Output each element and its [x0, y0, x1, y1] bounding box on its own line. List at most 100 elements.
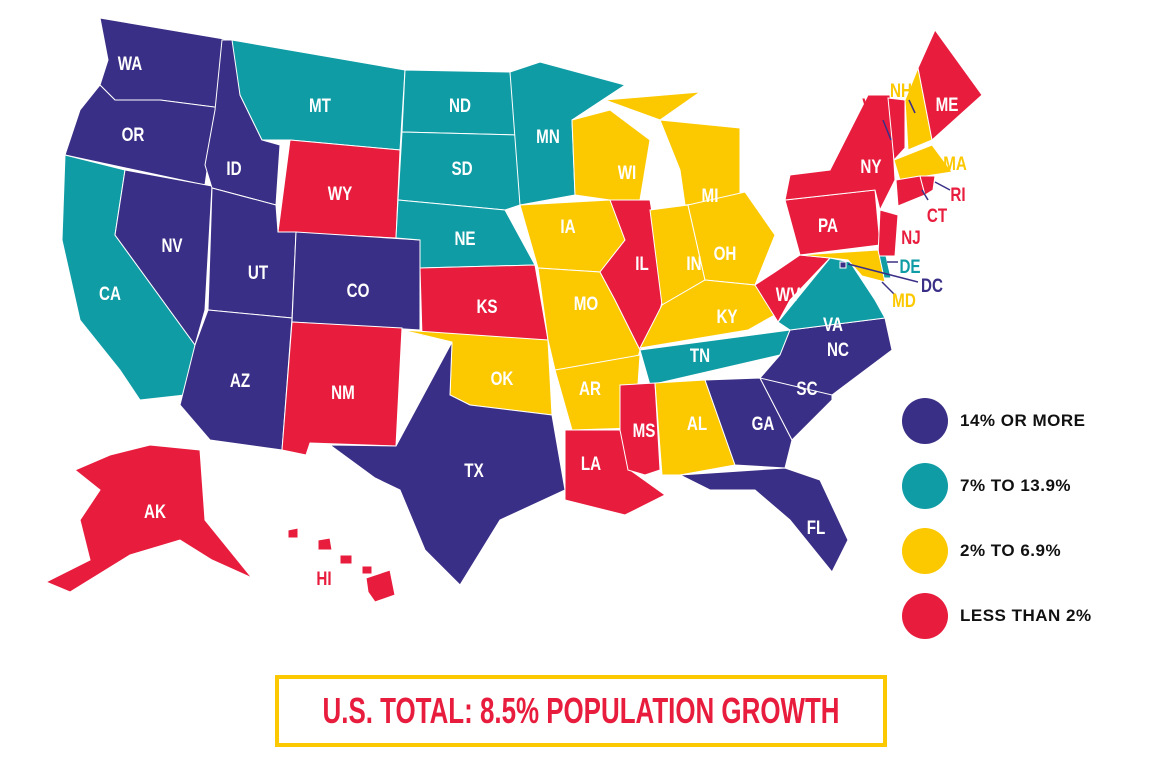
total-growth-text: U.S. TOTAL: 8.5% POPULATION GROWTH — [322, 690, 840, 731]
state-ri — [919, 175, 936, 196]
legend-swatch — [902, 592, 948, 639]
state-label-ms: MS — [633, 419, 656, 441]
state-label-tn: TN — [690, 344, 710, 366]
state-shape — [365, 569, 396, 603]
state-label-oh: OH — [714, 242, 737, 264]
state-shape — [799, 249, 886, 283]
leader-line — [847, 263, 919, 283]
state-label-mo: MO — [574, 292, 598, 314]
state-shape — [339, 554, 353, 565]
state-nj — [877, 209, 899, 257]
state-shape — [895, 175, 926, 207]
state-label-vt: VT — [862, 94, 882, 116]
legend-item-less-than-2: LESS THAN 2% — [902, 583, 1092, 648]
state-nm — [281, 321, 403, 456]
state-shape — [397, 131, 521, 211]
state-shape — [893, 144, 953, 181]
state-label-dc: DC — [921, 274, 943, 296]
legend-label: 2% TO 6.9% — [960, 540, 1062, 560]
state-ct — [895, 175, 926, 207]
state-label-nm: NM — [331, 381, 355, 403]
state-shape — [839, 261, 847, 269]
state-label-mi: MI — [702, 184, 719, 206]
legend-item-7-to-13-9: 7% TO 13.9% — [902, 453, 1092, 518]
state-label-id: ID — [226, 157, 241, 179]
state-label-de: DE — [899, 255, 920, 277]
state-label-nh: NH — [890, 79, 912, 101]
state-label-nc: NC — [827, 338, 849, 360]
state-label-ca: CA — [99, 282, 121, 304]
legend-label: LESS THAN 2% — [960, 605, 1092, 625]
total-growth-banner: U.S. TOTAL: 8.5% POPULATION GROWTH — [275, 675, 887, 747]
state-shape — [659, 119, 741, 206]
state-label-ut: UT — [248, 261, 269, 283]
state-label-ne: NE — [454, 227, 475, 249]
leader-line — [921, 189, 929, 201]
state-shape — [704, 377, 793, 469]
state-co — [291, 231, 421, 331]
state-shape — [604, 91, 702, 121]
state-shape — [179, 309, 293, 451]
state-label-wv: WV — [776, 283, 801, 305]
state-label-or: OR — [122, 123, 145, 145]
state-label-ct: CT — [927, 204, 948, 226]
state-tx — [328, 341, 566, 586]
state-label-nj: NJ — [901, 226, 920, 248]
state-md — [799, 249, 886, 283]
state-label-tx: TX — [464, 459, 484, 481]
state-shape — [287, 527, 299, 539]
state-shape — [328, 341, 566, 586]
state-shape — [887, 97, 906, 162]
state-ak — [44, 444, 253, 593]
state-label-wy: WY — [328, 182, 353, 204]
state-label-ks: KS — [476, 295, 497, 317]
state-label-ak: AK — [144, 500, 166, 522]
legend-swatch — [902, 397, 948, 444]
state-me — [917, 29, 983, 141]
legend-swatch — [902, 462, 948, 509]
state-az — [179, 309, 293, 451]
state-label-nd: ND — [449, 94, 471, 116]
state-mi — [604, 91, 741, 206]
legend-item-2-to-6-9: 2% TO 6.9% — [902, 518, 1092, 583]
state-label-in: IN — [686, 252, 701, 274]
state-label-ga: GA — [752, 412, 775, 434]
state-label-mt: MT — [309, 94, 331, 116]
state-ny — [784, 94, 896, 212]
state-label-wa: WA — [118, 52, 142, 74]
state-label-la: LA — [581, 452, 601, 474]
legend-item-14-or-more: 14% OR MORE — [902, 388, 1092, 453]
state-label-sc: SC — [796, 377, 817, 399]
state-ga — [704, 377, 793, 469]
state-shape — [361, 565, 373, 575]
state-label-wi: WI — [618, 161, 637, 183]
state-shape — [784, 94, 896, 212]
state-vt — [887, 97, 906, 162]
state-shape — [281, 321, 403, 456]
state-label-mn: MN — [536, 125, 560, 147]
state-label-sd: SD — [451, 157, 472, 179]
state-ma — [893, 144, 953, 181]
legend: 14% OR MORE 7% TO 13.9% 2% TO 6.9% LESS … — [902, 388, 1092, 648]
state-label-nv: NV — [161, 234, 183, 256]
leader-line — [882, 119, 892, 141]
state-label-az: AZ — [230, 369, 250, 391]
state-wi — [571, 109, 651, 201]
state-label-ok: OK — [491, 367, 514, 389]
state-label-pa: PA — [818, 214, 838, 236]
state-shape — [678, 467, 849, 573]
state-label-hi: HI — [316, 567, 331, 589]
state-shape — [877, 209, 899, 257]
state-label-ia: IA — [560, 215, 575, 237]
leader-line — [934, 181, 951, 191]
state-oh — [687, 191, 776, 286]
state-sd — [397, 131, 521, 211]
state-label-co: CO — [347, 279, 370, 301]
state-shape — [919, 175, 936, 196]
legend-label: 7% TO 13.9% — [960, 475, 1072, 495]
legend-label: 14% OR MORE — [960, 410, 1086, 430]
state-shape — [317, 537, 333, 551]
state-nv — [114, 169, 213, 347]
state-al — [654, 379, 736, 476]
